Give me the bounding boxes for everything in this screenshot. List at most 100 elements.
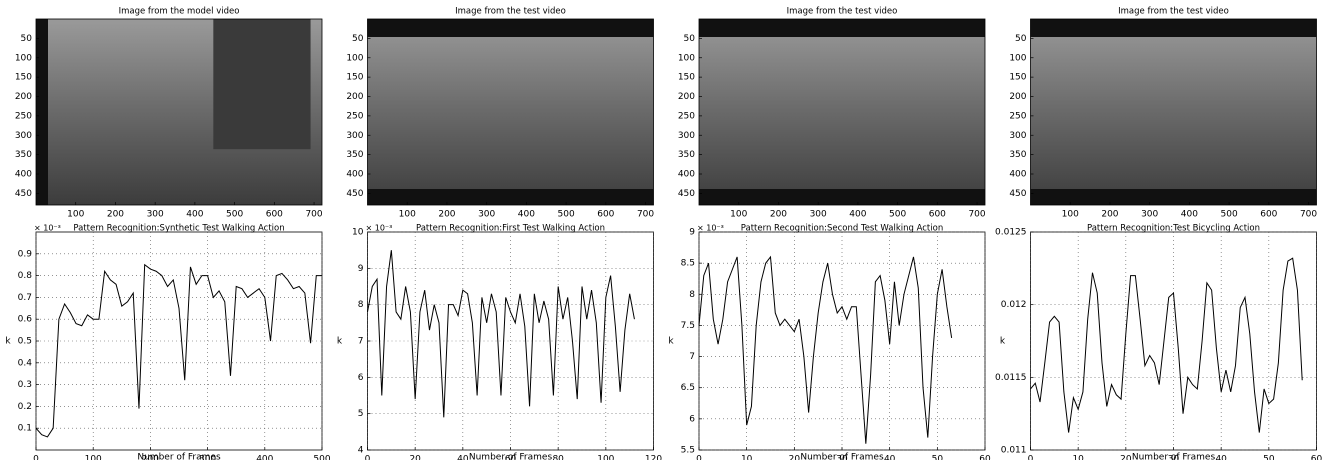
y-tick-label: 0.0115 — [995, 373, 1027, 383]
y-tick-label: 6 — [358, 373, 364, 383]
x-tick-label: 600 — [929, 210, 946, 220]
x-tick-label: 400 — [1181, 210, 1198, 220]
y-tick-label: 7 — [358, 337, 364, 347]
chart-title: Pattern Recognition:Test Bicycling Actio… — [1087, 224, 1260, 234]
y-tick-label: 400 — [678, 170, 695, 180]
y-tick-label: 100 — [346, 53, 363, 63]
x-tick-label: 60 — [505, 455, 517, 460]
x-axis-label: Number of Frames — [1132, 453, 1216, 460]
y-tick-label: 150 — [15, 73, 32, 83]
y-tick-label: 0.7 — [18, 293, 32, 303]
x-tick-label: 300 — [199, 455, 216, 460]
x-tick-label: 60 — [979, 455, 991, 460]
y-tick-label: 450 — [15, 189, 32, 199]
video-frame — [1030, 19, 1317, 205]
y-tick-label: 400 — [346, 170, 363, 180]
y-axis-label: k — [5, 337, 11, 347]
y-tick-label: 5 — [358, 409, 364, 419]
x-tick-label: 20 — [409, 455, 421, 460]
y-tick-label: 9 — [358, 264, 364, 274]
y-tick-label: 200 — [1009, 92, 1026, 102]
y-tick-label: 200 — [15, 92, 32, 102]
y-tick-label: 0.3 — [18, 380, 32, 390]
x-tick-label: 200 — [1101, 210, 1118, 220]
axes-box — [698, 18, 986, 206]
y-tick-label: 100 — [15, 53, 32, 63]
y-tick-label: 250 — [15, 111, 32, 121]
y-tick-label: 50 — [1015, 34, 1027, 44]
y-tick-label: 350 — [15, 150, 32, 160]
y-exponent: × 10⁻³ — [697, 224, 724, 233]
data-line — [1030, 257, 1303, 433]
letterbox — [1030, 189, 1317, 205]
axes-box — [367, 18, 654, 206]
x-tick-label: 20 — [1120, 455, 1132, 460]
chart-title: Pattern Recognition:Second Test Walking … — [741, 224, 943, 234]
y-axis-label: k — [1000, 337, 1006, 347]
y-tick-label: 450 — [346, 189, 363, 199]
x-tick-label: 200 — [107, 210, 124, 220]
x-tick-label: 30 — [1168, 455, 1180, 460]
y-tick-label: 50 — [21, 34, 33, 44]
data-line — [35, 263, 322, 438]
x-tick-label: 20 — [789, 455, 801, 460]
y-tick-label: 150 — [678, 73, 695, 83]
y-tick-label: 0.1 — [18, 424, 32, 434]
y-tick-label: 0.0125 — [995, 228, 1027, 238]
x-tick-label: 10 — [741, 455, 753, 460]
x-tick-label: 600 — [1260, 210, 1277, 220]
y-tick-label: 450 — [1009, 189, 1026, 199]
axes-box — [35, 231, 323, 451]
x-tick-label: 0 — [365, 455, 371, 460]
chart-title: Pattern Recognition:Synthetic Test Walki… — [73, 224, 284, 234]
x-tick-label: 500 — [889, 210, 906, 220]
y-tick-label: 100 — [678, 53, 695, 63]
x-tick-label: 700 — [305, 210, 322, 220]
letterbox — [367, 189, 654, 205]
x-tick-label: 700 — [968, 210, 985, 220]
y-tick-label: 50 — [684, 34, 696, 44]
chart-title: Pattern Recognition:First Test Walking A… — [416, 224, 605, 234]
y-tick-label: 300 — [1009, 131, 1026, 141]
x-tick-label: 120 — [645, 455, 662, 460]
y-tick-label: 250 — [346, 111, 363, 121]
y-tick-label: 7.5 — [681, 321, 695, 331]
x-axis-label: Number of Frames — [800, 453, 884, 460]
x-tick-label: 0 — [33, 455, 39, 460]
y-tick-label: 300 — [346, 131, 363, 141]
y-tick-label: 250 — [678, 111, 695, 121]
panel-title: Image from the test video — [787, 7, 898, 17]
data-line — [367, 250, 635, 418]
x-tick-label: 200 — [438, 210, 455, 220]
y-tick-label: 0.012 — [1001, 300, 1027, 310]
x-tick-label: 0 — [1028, 455, 1034, 460]
x-tick-label: 40 — [1215, 455, 1227, 460]
y-tick-label: 0.011 — [1001, 446, 1027, 456]
letterbox — [699, 189, 985, 205]
panel-title: Image from the model video — [119, 7, 240, 17]
letterbox — [367, 19, 654, 37]
x-tick-label: 300 — [478, 210, 495, 220]
x-tick-label: 40 — [457, 455, 469, 460]
x-tick-label: 50 — [1263, 455, 1275, 460]
letterbox — [699, 19, 985, 37]
y-tick-label: 5.5 — [681, 446, 695, 456]
x-tick-label: 200 — [770, 210, 787, 220]
x-tick-label: 10 — [1072, 455, 1084, 460]
panel-title: Image from the test video — [1118, 7, 1229, 17]
x-axis-label: Number of Frames — [469, 453, 553, 460]
y-tick-label: 8.5 — [681, 259, 695, 269]
y-tick-label: 400 — [1009, 170, 1026, 180]
y-exponent: × 10⁻³ — [34, 224, 61, 233]
y-tick-label: 200 — [678, 92, 695, 102]
y-tick-label: 0.9 — [18, 249, 33, 259]
y-tick-label: 350 — [678, 150, 695, 160]
y-tick-label: 4 — [358, 446, 364, 456]
y-tick-label: 350 — [346, 150, 363, 160]
y-tick-label: 200 — [346, 92, 363, 102]
y-tick-label: 0.5 — [18, 337, 32, 347]
y-tick-label: 0.6 — [18, 315, 33, 325]
y-tick-label: 50 — [352, 34, 364, 44]
x-tick-label: 100 — [399, 210, 416, 220]
